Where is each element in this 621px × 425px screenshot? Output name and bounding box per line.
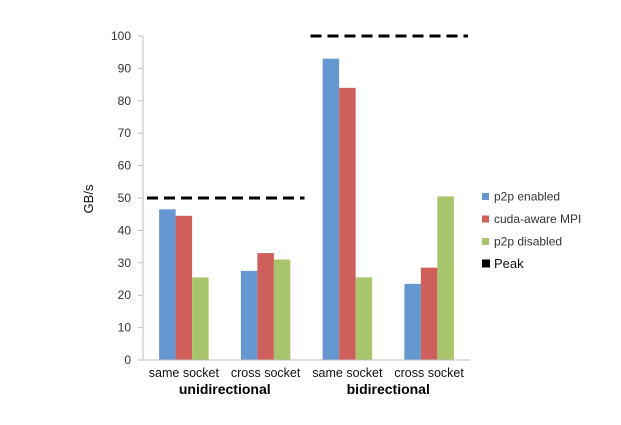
bar-p2p-enabled-0 bbox=[159, 209, 176, 360]
bar-p2p-disabled-0 bbox=[192, 277, 209, 360]
y-tick-label: 80 bbox=[118, 94, 132, 108]
legend-label-peak: Peak bbox=[494, 256, 524, 271]
y-axis: 0 10 20 30 40 50 60 70 80 90 100 bbox=[111, 29, 144, 367]
legend-label: cuda-aware MPI bbox=[494, 212, 581, 226]
y-axis-label: GB/s bbox=[81, 184, 96, 213]
legend-swatch bbox=[482, 238, 489, 245]
x-tick-label: same socket bbox=[149, 366, 220, 380]
group-label: bidirectional bbox=[347, 381, 430, 397]
legend-label: p2p disabled bbox=[494, 235, 562, 249]
y-tick-label: 20 bbox=[118, 288, 132, 302]
bar-p2p-enabled-1 bbox=[240, 270, 258, 360]
bar-p2p-disabled-3 bbox=[437, 196, 454, 360]
bar-p2p-disabled-1 bbox=[273, 259, 291, 360]
bar-p2p-enabled-2 bbox=[322, 58, 340, 361]
y-tick-label: 100 bbox=[111, 29, 131, 43]
x-axis: same socket cross socket same socket cross … bbox=[143, 359, 470, 397]
y-tick-label: 40 bbox=[118, 223, 132, 237]
bar-series bbox=[159, 58, 454, 361]
x-tick-label: same socket bbox=[312, 366, 383, 380]
y-tick-label: 90 bbox=[118, 61, 132, 75]
legend-swatch bbox=[482, 193, 489, 200]
bar-p2p-disabled-2 bbox=[355, 277, 373, 360]
y-tick-label: 30 bbox=[118, 256, 132, 270]
bar-cuda-aware-MPI-0 bbox=[175, 215, 193, 360]
y-tick-label: 10 bbox=[118, 321, 132, 335]
y-tick-label: 0 bbox=[124, 353, 131, 367]
bar-cuda-aware-MPI-1 bbox=[257, 253, 274, 360]
y-tick-label: 70 bbox=[118, 126, 132, 140]
bar-p2p-enabled-3 bbox=[404, 283, 421, 360]
y-tick-label: 60 bbox=[118, 159, 132, 173]
bar-cuda-aware-MPI-2 bbox=[339, 87, 356, 360]
bar-cuda-aware-MPI-3 bbox=[420, 267, 438, 360]
group-label: unidirectional bbox=[179, 381, 271, 397]
x-tick-label: cross socket bbox=[231, 366, 301, 380]
legend-swatch-peak bbox=[482, 259, 490, 268]
legend-swatch bbox=[482, 215, 489, 223]
x-tick-label: cross socket bbox=[394, 366, 464, 380]
y-tick-label: 50 bbox=[118, 191, 132, 205]
legend-label: p2p enabled bbox=[494, 190, 560, 204]
legend: p2p enabled cuda-aware MPI p2p disabled Pea… bbox=[482, 190, 581, 271]
peak-lines bbox=[147, 34, 468, 200]
